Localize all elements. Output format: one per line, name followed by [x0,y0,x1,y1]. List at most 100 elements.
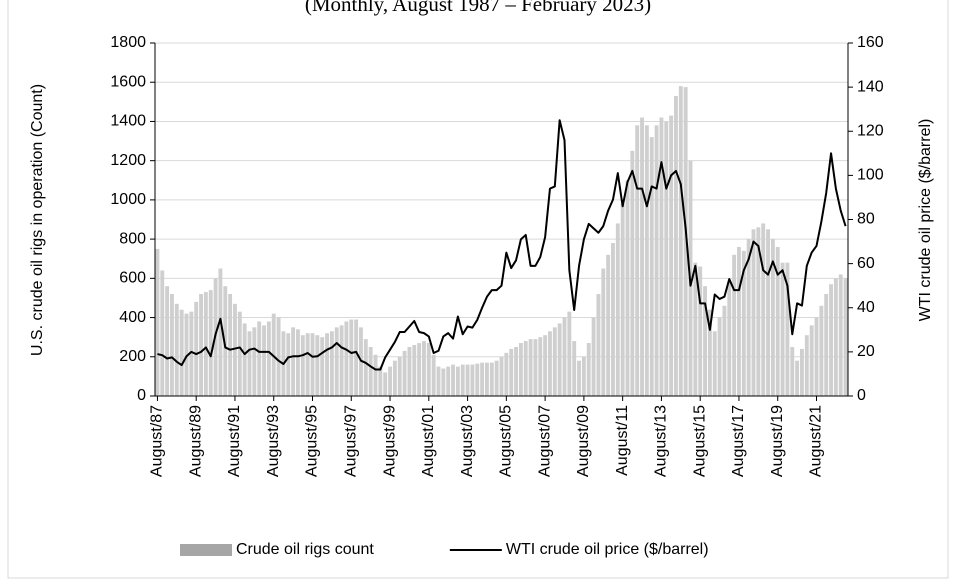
bar [649,137,654,396]
bar [644,125,649,396]
bar [552,327,557,396]
bar [683,87,688,396]
bar [620,203,625,396]
bar [451,364,455,396]
bar [305,333,310,396]
bar [630,150,635,396]
bar [179,309,184,396]
bar [373,354,378,396]
bar [160,270,165,396]
bar [237,311,242,396]
bar [737,246,741,396]
bar [654,125,659,396]
y-tick-label: 0 [137,387,146,404]
bar [669,115,674,397]
x-tick-label: August/09 [575,405,592,477]
bar [489,362,494,396]
x-tick-label: August/01 [420,405,437,477]
bar [310,333,315,396]
bar [766,229,770,396]
bar [397,356,402,396]
bar [417,343,422,396]
x-tick-label: August/07 [536,405,553,477]
y-axis-title: U.S. crude oil rigs in operation (Count) [29,84,46,356]
bar [208,290,213,396]
bar [819,305,824,396]
y-tick-label: 600 [119,270,146,287]
bar [422,341,426,396]
y-tick-label: 1400 [110,113,146,130]
bar [271,313,276,396]
bar [538,337,543,396]
y2-tick-label: 120 [857,122,884,139]
x-tick-label: August/17 [730,405,747,477]
bar [843,278,848,396]
bar [378,366,383,396]
bar [170,294,174,396]
y-tick-label: 400 [119,309,146,326]
bar [514,346,518,396]
line [157,119,847,371]
x-tick-label: August/91 [226,405,243,477]
bar [509,348,514,396]
bar [155,248,160,396]
bar [780,262,785,396]
bar [577,360,581,396]
y2-tick-label: 40 [857,299,875,316]
x-tick-label: August/95 [304,405,321,477]
bar [838,274,843,396]
bar [625,180,630,396]
bar [732,254,737,396]
bar [480,362,485,396]
bar [247,331,252,396]
bar [165,286,170,396]
bar [615,223,620,396]
bar [698,266,703,396]
bar [567,311,572,396]
bar [465,364,470,396]
y2-tick-label: 60 [857,255,875,272]
x-tick-label: August/11 [614,405,631,476]
bar [475,363,480,396]
legend-swatch [180,544,232,556]
bar [460,364,465,396]
bar [693,262,698,396]
bar [315,335,320,396]
bar [611,243,615,396]
bar [320,337,325,396]
bar [804,335,809,396]
bar [785,262,790,396]
bar [426,343,431,396]
bar [581,356,586,396]
bar [276,317,281,396]
bar [814,317,819,396]
bar [548,331,552,396]
bar [291,327,296,396]
bar [543,335,548,396]
bar [533,339,538,396]
x-tick-label: August/15 [691,405,708,477]
bar [388,366,392,396]
bar [494,360,499,396]
bar [601,268,606,396]
bar [707,309,712,396]
bar [640,117,644,397]
chart-subtitle: (Monthly, August 1987 – February 2023) [305,0,651,16]
bar [354,319,359,396]
x-tick-label: August/13 [653,405,670,477]
bar [349,319,354,396]
y-tick-label: 200 [119,348,146,365]
y2-tick-label: 140 [857,78,884,95]
bar [218,268,223,396]
bar [761,223,766,396]
bar [790,346,795,396]
legend-label: WTI crude oil price ($/barrel) [506,541,709,558]
bar [262,325,266,396]
bar [572,341,577,396]
x-tick-label: August/19 [769,405,786,477]
bar [678,86,683,397]
bar [795,360,800,396]
bar [257,321,262,396]
y-tick-label: 1600 [110,73,146,90]
bar [518,343,523,396]
